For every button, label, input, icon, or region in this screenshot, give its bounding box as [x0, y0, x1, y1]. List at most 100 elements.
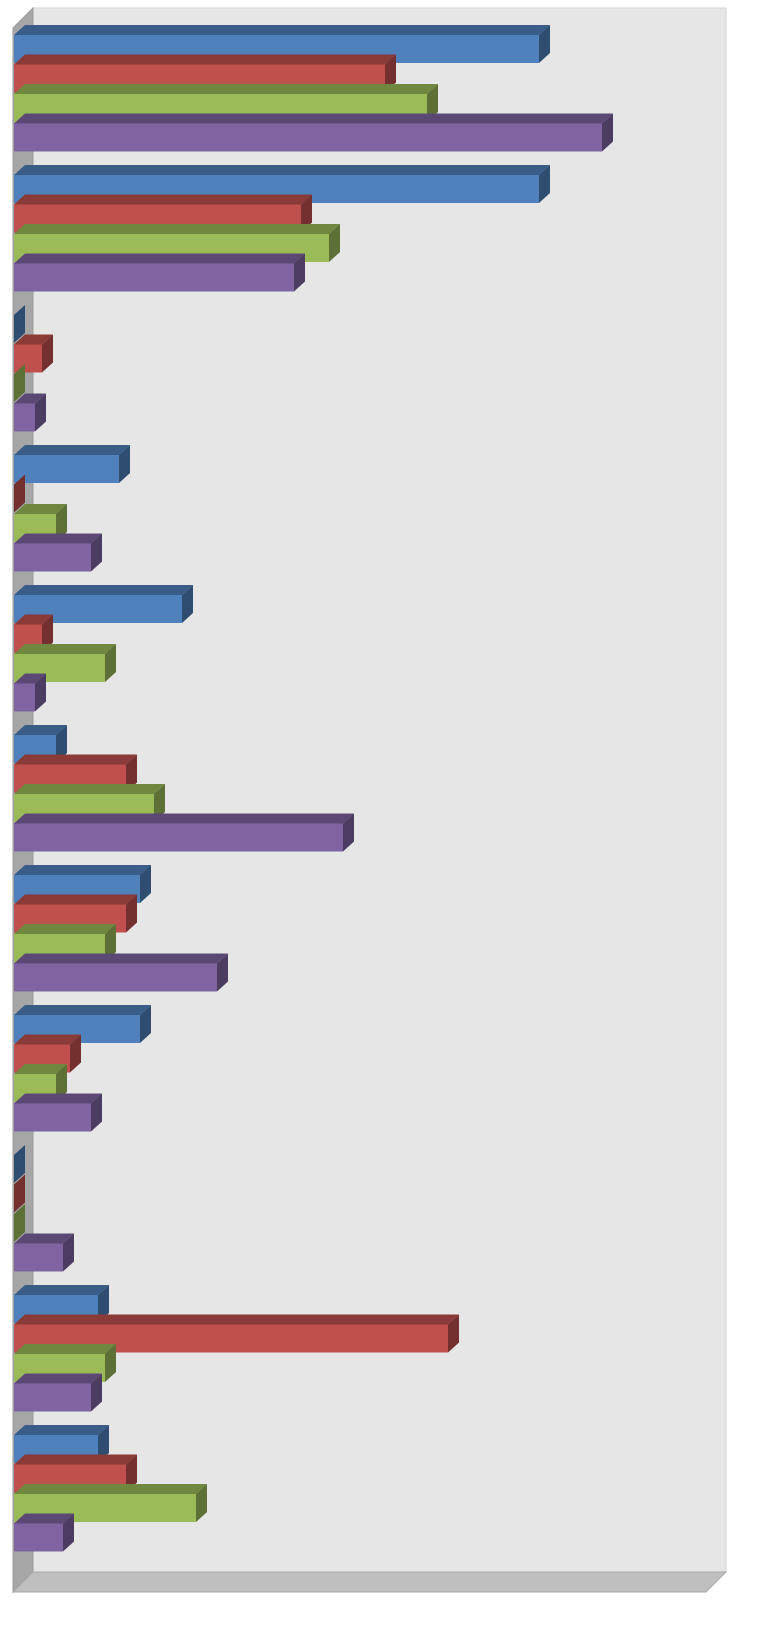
bar: [14, 25, 550, 63]
bar-end-face: [294, 253, 305, 292]
bar: [14, 1233, 74, 1272]
bar-end-face: [301, 194, 312, 233]
bar: [14, 504, 67, 542]
bar: [14, 253, 305, 292]
bar-top-face: [14, 1373, 102, 1384]
bar-end-face: [70, 1034, 81, 1073]
bar-end-face: [35, 393, 46, 432]
bar: [14, 1204, 25, 1242]
bar-top-face: [14, 194, 312, 205]
bar: [14, 305, 25, 343]
bar-end-face: [14, 474, 25, 513]
bar: [14, 364, 25, 402]
bar-front-face: [14, 543, 91, 572]
bar-top-face: [14, 113, 613, 124]
bar: [14, 1093, 102, 1132]
bar: [14, 113, 613, 152]
bar-top-face: [14, 1233, 74, 1244]
bar: [14, 1484, 207, 1522]
bar-end-face: [105, 924, 116, 962]
bar-top-face: [14, 865, 151, 875]
bar-top-face: [14, 1005, 151, 1015]
bar-top-face: [14, 25, 550, 35]
bar-end-face: [126, 754, 137, 793]
bar-end-face: [105, 1344, 116, 1382]
bar-end-face: [385, 54, 396, 93]
bar-top-face: [14, 533, 102, 544]
bar-front-face: [14, 1523, 63, 1552]
bar-top-face: [14, 813, 354, 824]
bar-end-face: [91, 1373, 102, 1412]
bar-end-face: [56, 504, 67, 542]
bar-top-face: [14, 253, 305, 264]
bar-end-face: [91, 533, 102, 572]
bar-top-face: [14, 1093, 102, 1104]
bar-top-face: [14, 784, 165, 794]
bar-end-face: [602, 113, 613, 152]
bar-front-face: [14, 1383, 91, 1412]
bar-end-face: [126, 1454, 137, 1493]
bar-front-face: [14, 455, 119, 483]
bar-top-face: [14, 445, 130, 455]
bar-top-face: [14, 165, 550, 175]
bar-front-face: [14, 823, 343, 852]
bar-end-face: [182, 585, 193, 623]
bar: [14, 334, 53, 373]
bar-end-face: [14, 1145, 25, 1183]
bar-end-face: [42, 334, 53, 373]
bar-top-face: [14, 334, 53, 345]
bar-top-face: [14, 953, 228, 964]
bar-front-face: [14, 123, 602, 152]
bar-top-face: [14, 1513, 74, 1524]
bar-top-face: [14, 924, 116, 934]
bar-end-face: [343, 813, 354, 852]
bar-group: [14, 25, 613, 1552]
bar-front-face: [14, 1103, 91, 1132]
floor: [11, 1571, 728, 1593]
bar: [14, 1513, 74, 1552]
bar-top-face: [14, 673, 46, 684]
bar-end-face: [217, 953, 228, 992]
bar-end-face: [98, 1285, 109, 1323]
bar: [14, 393, 46, 432]
bar-top-face: [14, 1425, 109, 1435]
bar-top-face: [14, 1034, 81, 1045]
bar-end-face: [126, 894, 137, 933]
bar: [14, 673, 46, 712]
bar: [14, 1373, 102, 1412]
bar-top-face: [14, 84, 438, 94]
bar: [14, 1145, 25, 1183]
bar-front-face: [14, 263, 294, 292]
bar: [14, 1285, 109, 1323]
bar-top-face: [14, 754, 137, 765]
bar-end-face: [140, 865, 151, 903]
bar: [14, 1174, 25, 1213]
bar-end-face: [539, 165, 550, 203]
bar: [14, 474, 25, 513]
bar-end-face: [448, 1314, 459, 1353]
bar-end-face: [119, 445, 130, 483]
bar: [14, 813, 354, 852]
bar-top-face: [14, 54, 396, 65]
bar-top-face: [14, 1285, 109, 1295]
bar: [14, 445, 130, 483]
bar-end-face: [98, 1425, 109, 1463]
bar-front-face: [14, 683, 35, 712]
bar-top-face: [14, 1344, 116, 1354]
bar-top-face: [14, 644, 116, 654]
bar-end-face: [42, 614, 53, 653]
bar-end-face: [63, 1513, 74, 1552]
bar-end-face: [14, 364, 25, 402]
bar-end-face: [63, 1233, 74, 1272]
bar-front-face: [14, 963, 217, 992]
bar-top-face: [14, 894, 137, 905]
bar: [14, 533, 102, 572]
bar-top-face: [14, 725, 67, 735]
bar-end-face: [427, 84, 438, 122]
bar-end-face: [154, 784, 165, 822]
bar: [14, 953, 228, 992]
bar-end-face: [329, 224, 340, 262]
bar-top-face: [14, 224, 340, 234]
bar-front-face: [14, 403, 35, 432]
bar-end-face: [539, 25, 550, 63]
